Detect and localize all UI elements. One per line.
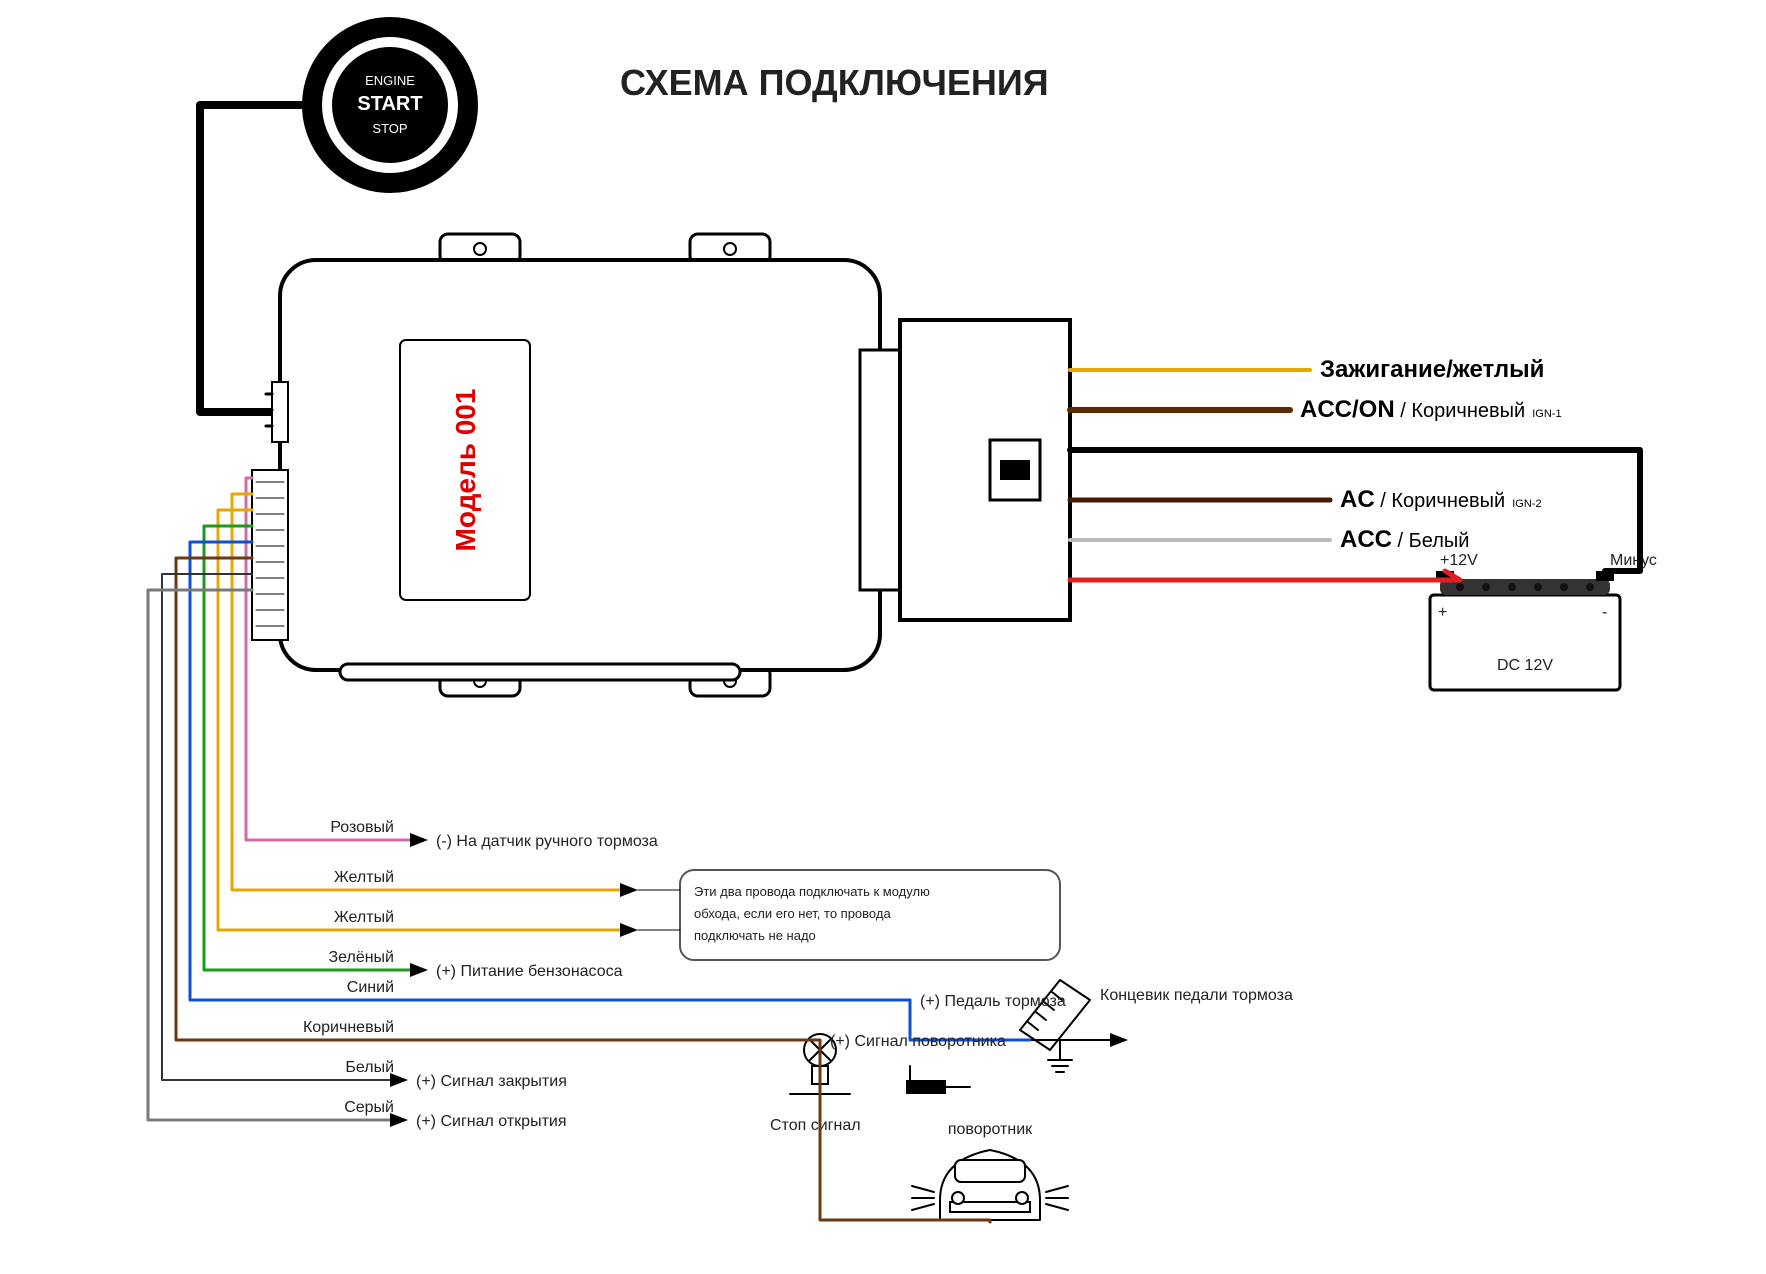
left-wire-name-1: Желтый bbox=[334, 869, 394, 886]
left-wire-desc-0: (-) На датчик ручного тормоза bbox=[436, 833, 658, 850]
svg-text:обхода, если его нет, то прово: обхода, если его нет, то провода bbox=[694, 906, 891, 921]
battery-minus-label: Минус bbox=[1610, 552, 1657, 569]
left-wire-name-2: Желтый bbox=[334, 909, 394, 926]
right-wire-0: Зажигание/жетлый bbox=[1070, 356, 1544, 383]
svg-text:подключать не надо: подключать не надо bbox=[694, 928, 816, 943]
engine-start-stop-button: ENGINE START STOP bbox=[312, 27, 468, 183]
right-wire-label-3: AC / Коричневый IGN-2 bbox=[1340, 486, 1542, 513]
svg-text:-: - bbox=[1602, 604, 1607, 621]
battery-plus12-label: +12V bbox=[1440, 552, 1478, 569]
svg-text:Эти два провода подключать к м: Эти два провода подключать к модулю bbox=[694, 884, 930, 899]
controller-unit: Модель 001 bbox=[252, 234, 1070, 696]
left-wire-name-5: Коричневый bbox=[303, 1019, 394, 1036]
left-wire-desc-3: (+) Питание бензонасоса bbox=[436, 963, 623, 980]
battery-dc-label: DC 12V bbox=[1497, 657, 1553, 674]
svg-text:+: + bbox=[1438, 604, 1447, 621]
left-wire-desc-6: (+) Сигнал закрытия bbox=[416, 1073, 567, 1090]
right-wire-label-0: Зажигание/жетлый bbox=[1320, 356, 1544, 383]
left-wire-desc-4: (+) Педаль тормоза bbox=[920, 993, 1066, 1010]
car-blinker-label: поворотник bbox=[948, 1121, 1033, 1138]
note-bypass-module: Эти два провода подключать к модулю обход… bbox=[680, 870, 1060, 960]
brake-switch-label: Концевик педали тормоза bbox=[1100, 987, 1293, 1004]
left-wire-name-7: Серый bbox=[344, 1099, 394, 1116]
right-wire-3: AC / Коричневый IGN-2 bbox=[1070, 486, 1542, 513]
right-wire-label-4: ACC / Белый bbox=[1340, 526, 1469, 553]
btn-text-start: START bbox=[357, 93, 422, 115]
car-blinker-icon: поворотник bbox=[912, 1121, 1068, 1220]
left-wire-desc-5: (+) Сигнал поворотника bbox=[830, 1033, 1006, 1050]
right-wire-5 bbox=[1070, 571, 1460, 580]
left-wire-name-6: Белый bbox=[345, 1059, 394, 1076]
controller-model-label: Модель 001 bbox=[450, 389, 481, 552]
diagram-title: СХЕМА ПОДКЛЮЧЕНИЯ bbox=[620, 62, 1049, 103]
left-wire-desc-7: (+) Сигнал открытия bbox=[416, 1113, 567, 1130]
right-wire-1: ACC/ON / Коричневый IGN-1 bbox=[1070, 396, 1562, 423]
left-wire-name-4: Синий bbox=[347, 979, 394, 996]
left-wire-name-3: Зелёный bbox=[328, 949, 394, 966]
wiring-diagram: СХЕМА ПОДКЛЮЧЕНИЯ ENGINE START STOP Модель 0… bbox=[0, 0, 1766, 1274]
left-wire-name-0: Розовый bbox=[330, 819, 394, 836]
btn-text-engine: ENGINE bbox=[365, 73, 415, 88]
stop-lamp-label: Стоп сигнал bbox=[770, 1117, 861, 1134]
btn-text-stop: STOP bbox=[372, 121, 407, 136]
right-wire-label-1: ACC/ON / Коричневый IGN-1 bbox=[1300, 396, 1562, 423]
right-wire-4: ACC / Белый bbox=[1070, 526, 1469, 553]
